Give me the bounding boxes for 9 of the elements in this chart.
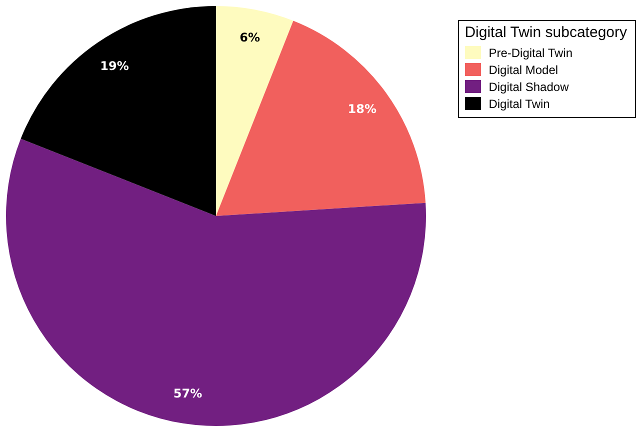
legend-title: Digital Twin subcategory	[464, 24, 627, 41]
legend-label: Digital Shadow	[488, 80, 569, 94]
legend-label: Digital Twin	[488, 96, 550, 110]
data-label: 19%	[100, 58, 129, 73]
legend-label: Digital Model	[488, 62, 558, 76]
data-label: 18%	[348, 102, 376, 116]
data-label: 6%	[240, 30, 260, 45]
data-label: 57%	[173, 386, 202, 400]
legend-label: Pre-Digital Twin	[488, 46, 572, 60]
